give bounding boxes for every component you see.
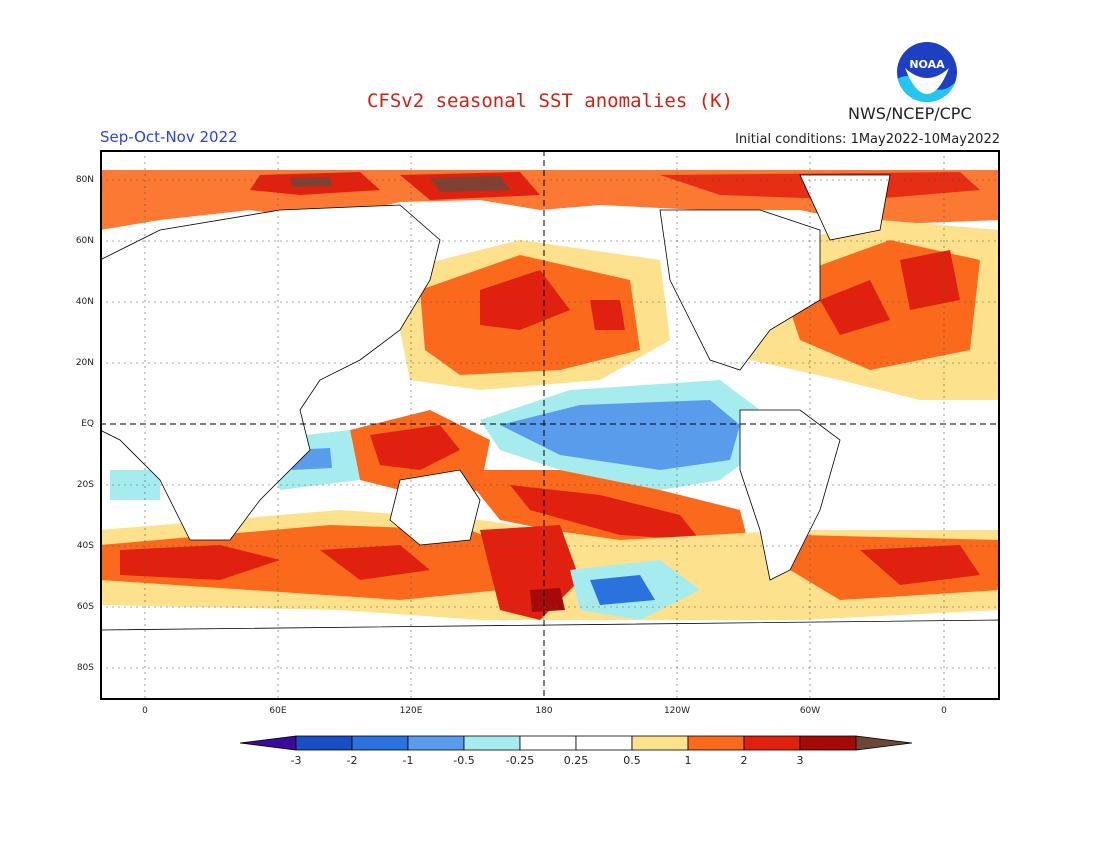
land-antarctica [100, 619, 1000, 700]
north-pacific-hot-core [480, 270, 625, 330]
map-main-axes [100, 150, 1000, 700]
colorbar-swatch [351, 735, 409, 751]
west-pacific-hot [370, 425, 460, 470]
lat-label-80n: 80N [75, 175, 94, 185]
colorbar-swatch [799, 735, 857, 751]
colorbar-label-1: 1 [684, 754, 692, 767]
south-atlantic-cool [110, 470, 160, 500]
lat-label-40n: 40N [75, 297, 94, 307]
land-masses [100, 174, 1000, 700]
lon-label-60w: 60W [799, 706, 821, 716]
lat-label-80s: 80S [76, 663, 94, 673]
colorbar [239, 735, 913, 751]
lat-label-60s: 60S [76, 602, 94, 612]
southern-ocean-hot-core [120, 545, 980, 585]
lat-label-eq: EQ [81, 419, 94, 429]
south-pacific-hot-band [510, 485, 700, 540]
la-nina-cool-core [500, 400, 740, 470]
sst-anomaly-map [100, 150, 1000, 700]
colorbar-swatch [743, 735, 801, 751]
initial-conditions-label: Initial conditions: 1May2022-10May2022 [735, 132, 1000, 147]
lon-label-120w: 120W [663, 706, 691, 716]
land-eurasia-africa [100, 204, 441, 541]
colorbar-label-0-25: 0.25 [563, 754, 589, 767]
colorbar-swatch [687, 735, 745, 751]
colorbar-label-3: 3 [796, 754, 804, 767]
colorbar-swatch [631, 735, 689, 751]
colorbar-swatch [575, 735, 633, 751]
land-north-america [659, 209, 821, 371]
noaa-logo: NOAA [897, 42, 957, 102]
colorbar-swatch [407, 735, 465, 751]
land-australia [389, 469, 481, 546]
colorbar-label-neg0-25: -0.25 [505, 754, 535, 767]
chart-title: CFSv2 seasonal SST anomalies (K) [366, 90, 734, 112]
map-grid [100, 150, 1000, 700]
south-pacific-cool-core [590, 575, 655, 605]
lat-label-20s: 20S [76, 480, 94, 490]
colorbar-swatch [295, 735, 353, 751]
lat-label-60n: 60N [75, 236, 94, 246]
colorbar-swatch [463, 735, 521, 751]
south-of-australia-darkest [530, 588, 565, 612]
land-greenland [799, 174, 891, 241]
lon-label-0: 0 [142, 706, 148, 716]
colorbar-label-neg2: -2 [346, 754, 358, 767]
colorbar-swatch [519, 735, 577, 751]
lon-label-180: 180 [535, 706, 553, 716]
southern-ocean-warm-core [100, 525, 1000, 600]
lon-label-0-east: 0 [941, 706, 947, 716]
colorbar-label-0-5: 0.5 [623, 754, 641, 767]
lon-label-120e: 120E [399, 706, 423, 716]
colorbar-label-neg3: -3 [290, 754, 302, 767]
lon-label-60e: 60E [269, 706, 287, 716]
noaa-logo-text: NOAA [909, 58, 945, 71]
colorbar-swatch-upper-triangle [855, 735, 913, 751]
colorbar-label-neg0-5: -0.5 [453, 754, 475, 767]
lat-label-20n: 20N [75, 358, 94, 368]
colorbar-label-2: 2 [740, 754, 748, 767]
season-label: Sep-Oct-Nov 2022 [100, 128, 238, 146]
map-frame [100, 150, 1000, 700]
colorbar-swatch-lower-triangle [239, 735, 297, 751]
north-atlantic-hot-spots [820, 250, 960, 335]
agency-label: NWS/NCEP/CPC [848, 104, 972, 123]
land-south-america [739, 409, 841, 581]
lat-label-40s: 40S [76, 541, 94, 551]
anomaly-field [100, 170, 1000, 620]
colorbar-label-neg1: -1 [402, 754, 414, 767]
